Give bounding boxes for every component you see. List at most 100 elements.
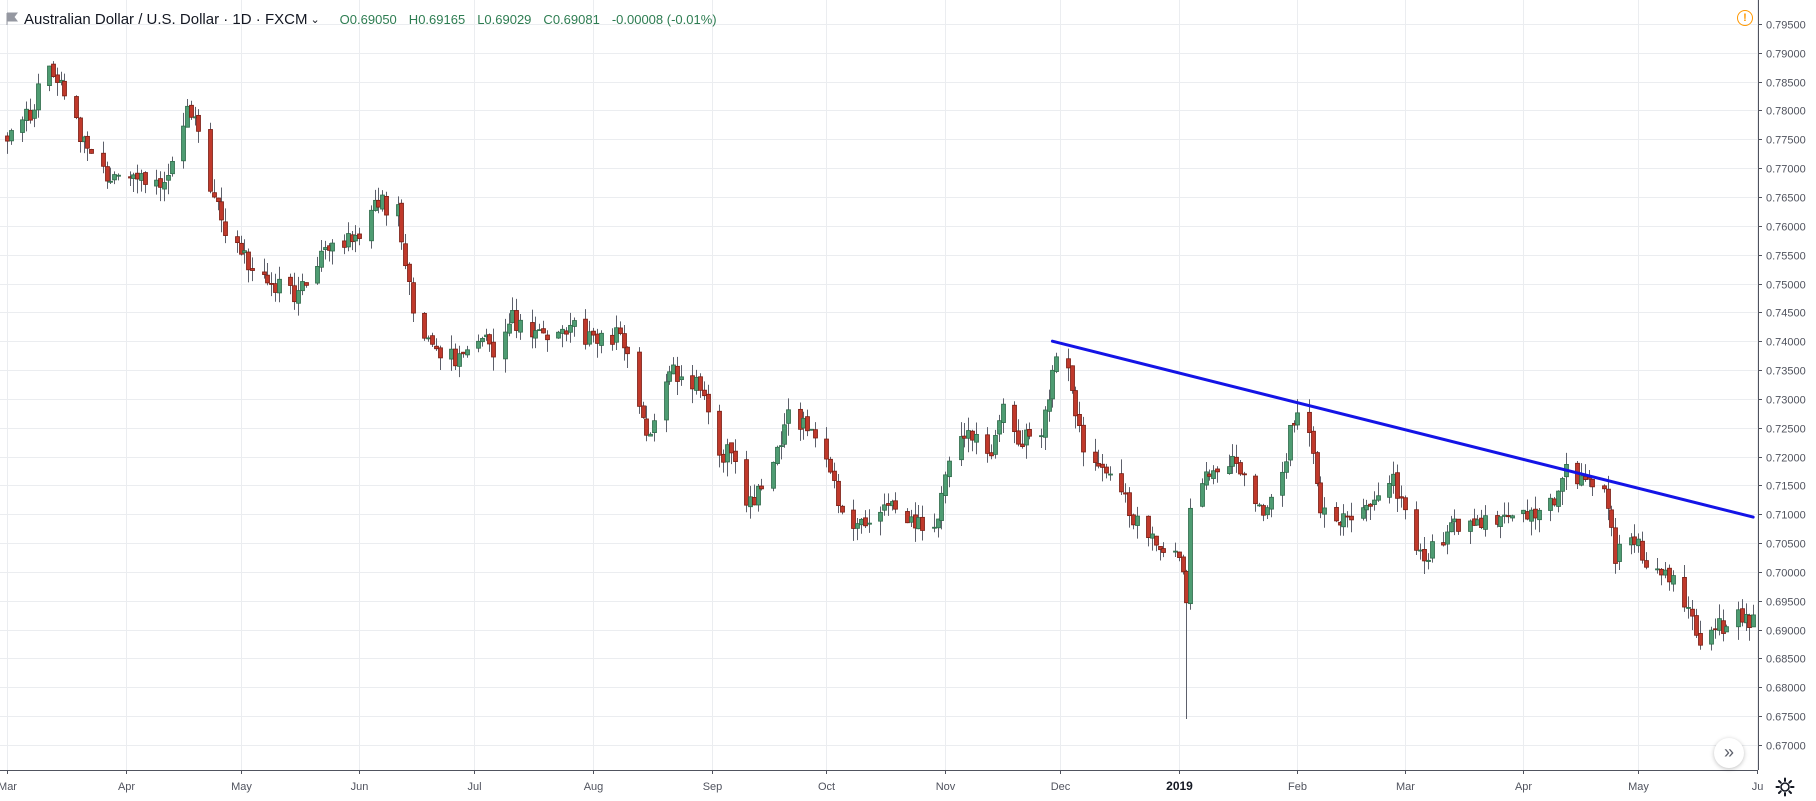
candle xyxy=(863,510,868,528)
candle-body xyxy=(756,485,761,506)
candle xyxy=(1054,352,1059,374)
candle-body xyxy=(434,345,439,350)
candle-body xyxy=(1315,452,1320,484)
candle xyxy=(1399,485,1404,508)
candle-body xyxy=(824,438,829,460)
time-tick-label: Aug xyxy=(584,781,604,793)
time-tick-label: May xyxy=(231,781,252,793)
candle xyxy=(357,227,362,246)
candle-body xyxy=(936,518,941,529)
candle xyxy=(514,298,519,339)
candle-body xyxy=(503,331,508,360)
candle xyxy=(55,67,60,96)
candle-body xyxy=(1422,549,1427,562)
candle xyxy=(1510,514,1515,522)
candle-body xyxy=(1399,496,1404,499)
candle-body xyxy=(744,459,749,506)
candle-body xyxy=(1502,514,1507,517)
candle-body xyxy=(541,328,546,334)
gear-icon[interactable] xyxy=(1775,777,1795,797)
warning-icon[interactable]: ! xyxy=(1737,10,1753,26)
candle-body xyxy=(457,353,462,367)
candle-body xyxy=(679,376,684,381)
price-tick-label: 0.68500 xyxy=(1766,654,1806,666)
candle-body xyxy=(886,503,891,506)
chevrons-right-icon[interactable]: » xyxy=(1714,738,1744,768)
trendline[interactable] xyxy=(1050,339,1755,519)
candle-body xyxy=(9,130,14,142)
candle xyxy=(583,309,588,350)
candle-body xyxy=(533,330,538,339)
candle-body xyxy=(675,365,680,382)
candle-body xyxy=(583,318,588,345)
candle-body xyxy=(851,509,856,529)
candle xyxy=(1418,543,1423,560)
time-tick-label: Apr xyxy=(1515,781,1532,793)
candle-body xyxy=(5,135,10,142)
candle-body xyxy=(1269,496,1274,510)
candle xyxy=(434,338,439,351)
candle xyxy=(591,327,596,343)
candle-body xyxy=(1261,505,1266,516)
candle-body xyxy=(78,117,83,143)
candle xyxy=(170,156,175,177)
candle xyxy=(342,234,347,255)
trendline-segment[interactable] xyxy=(1050,339,1755,519)
candle xyxy=(1713,618,1718,639)
legend-separator: · xyxy=(223,10,229,28)
candle-body xyxy=(1510,515,1515,519)
candle xyxy=(882,493,887,516)
candle-body xyxy=(323,247,328,250)
candle xyxy=(1311,426,1316,465)
candle xyxy=(1265,505,1270,520)
candle xyxy=(878,506,883,536)
time-tick-label: Nov xyxy=(936,781,956,793)
time-axis[interactable]: Mar Apr May Jun Jul Aug Sep Oct Nov Dec 2019 Feb Mar… xyxy=(0,770,1763,793)
candle-body xyxy=(384,195,389,216)
candle-body xyxy=(1016,430,1021,445)
candle xyxy=(1445,524,1450,555)
candle xyxy=(1123,483,1128,503)
candle xyxy=(840,504,845,515)
candle xyxy=(51,61,56,78)
price-axis[interactable]: 0.67000 0.67500 0.68000 0.68500 0.69000 0.695… xyxy=(1758,0,1816,801)
candle-body xyxy=(1364,504,1369,511)
symbol-name[interactable]: Australian Dollar / U.S. Dollar xyxy=(24,10,220,28)
exchange-label[interactable]: FXCM xyxy=(264,10,308,28)
candle xyxy=(828,456,833,474)
candle xyxy=(1686,596,1691,619)
candle xyxy=(1154,535,1159,552)
candle xyxy=(1636,533,1641,553)
candle xyxy=(288,273,293,295)
candle xyxy=(403,233,408,270)
candle xyxy=(1020,429,1025,449)
candle xyxy=(556,330,561,339)
candle xyxy=(1632,524,1637,553)
candle xyxy=(1261,503,1266,522)
candle-body xyxy=(1441,542,1446,546)
candle xyxy=(752,484,757,506)
candle xyxy=(1093,438,1098,471)
chevron-down-icon[interactable]: ⌄ xyxy=(310,13,320,26)
price-tick-label: 0.73000 xyxy=(1766,395,1806,407)
candle xyxy=(1341,504,1346,536)
candle-body xyxy=(507,323,512,334)
price-tick-label: 0.75500 xyxy=(1766,251,1806,263)
time-tick-label: Apr xyxy=(118,781,135,793)
candle-body xyxy=(966,430,971,439)
candle xyxy=(1441,532,1446,547)
candle xyxy=(461,351,466,358)
candle-body xyxy=(1081,424,1086,453)
candle xyxy=(185,98,190,128)
candle-body xyxy=(836,480,841,507)
candle-body xyxy=(491,341,496,358)
candle-body xyxy=(1533,508,1538,519)
interval-label[interactable]: 1D xyxy=(232,10,252,28)
candle xyxy=(181,112,186,169)
candle-body xyxy=(962,435,967,439)
candle xyxy=(1449,515,1454,533)
candle xyxy=(476,334,481,353)
close-value: C0.69081 xyxy=(543,11,600,27)
candle xyxy=(503,318,508,373)
